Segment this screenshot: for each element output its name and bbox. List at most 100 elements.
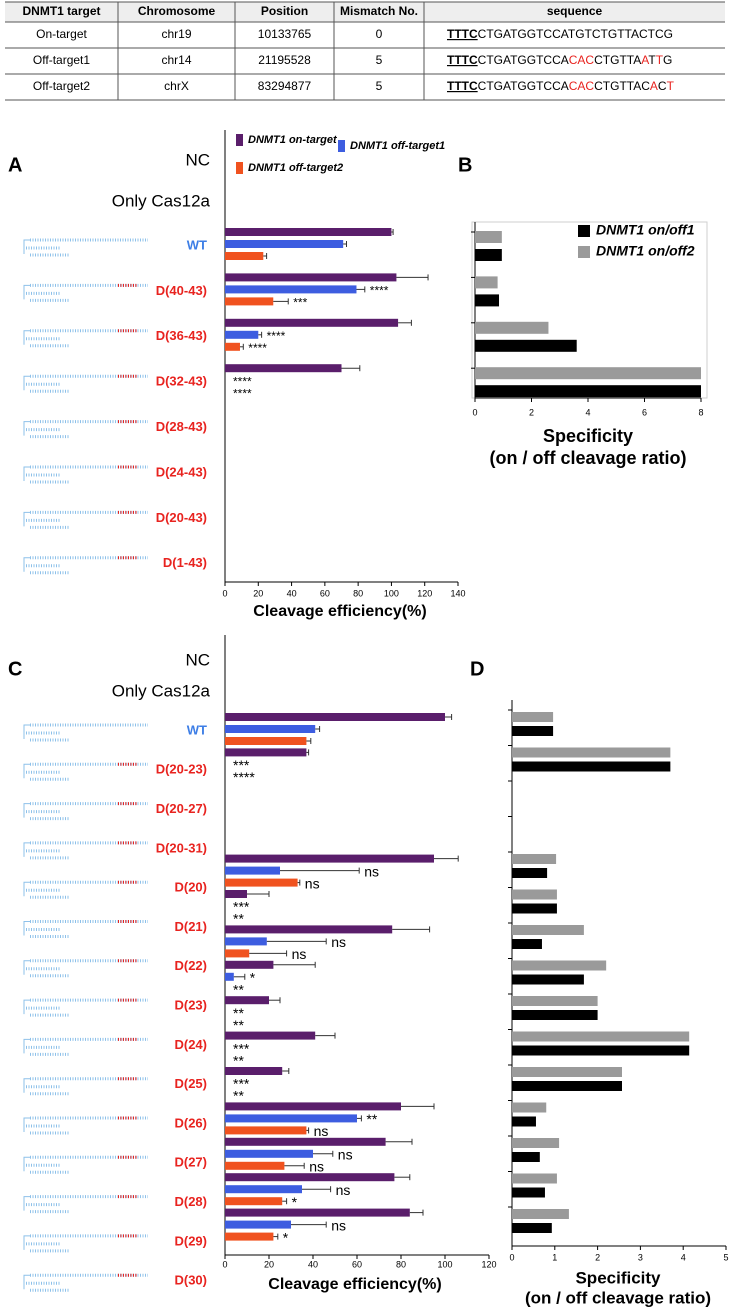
icon-stem: [23, 763, 30, 779]
category-label: Only Cas12a: [112, 191, 211, 210]
table-header-bg: [5, 2, 725, 22]
error-bar: [269, 997, 281, 1004]
error-bar: [341, 365, 361, 372]
legend-swatch: [578, 225, 590, 237]
category-label: D(21): [174, 919, 207, 934]
x-tick-label: 1: [552, 1252, 557, 1262]
category-label: Only Cas12a: [112, 681, 211, 700]
icon-stem: [23, 1117, 30, 1132]
bar: [475, 294, 500, 307]
structure-icon: [23, 959, 148, 978]
x-tick-label: 2: [595, 1252, 600, 1262]
x-tick-label: 4: [585, 407, 590, 417]
table-header: sequence: [547, 4, 603, 18]
icon-stem: [23, 1235, 30, 1250]
error-bar: [445, 714, 453, 720]
error-bar: [356, 286, 366, 293]
significance-label: ns: [314, 1123, 329, 1139]
sequence-segment: CTGATGGTCCA: [478, 79, 569, 93]
bar: [512, 1031, 690, 1042]
bar: [225, 1185, 302, 1194]
category-label: WT: [187, 722, 207, 737]
significance-label: **: [233, 1052, 244, 1068]
legend-swatch: [338, 140, 345, 152]
category-label: D(25): [174, 1076, 207, 1091]
x-tick-label: 60: [320, 588, 330, 598]
bar: [475, 321, 549, 334]
x-tick-label: 60: [352, 1259, 362, 1269]
bar: [225, 925, 393, 934]
x-axis-label: (on / off cleavage ratio): [525, 1288, 711, 1307]
table-cell: On-target: [36, 27, 87, 41]
bar: [512, 939, 542, 949]
structure-icon: [23, 1234, 148, 1253]
x-axis-label: Specificity: [575, 1268, 661, 1287]
panel-letter: A: [8, 154, 22, 176]
x-tick-label: 0: [472, 407, 477, 417]
x-tick-label: 5: [723, 1252, 728, 1262]
structure-icon: [23, 283, 148, 302]
significance-label: ****: [248, 341, 267, 355]
structure-icon: [23, 1195, 148, 1214]
sequence-cell: TTTCCTGATGGTCCACACCTGTTACACT: [447, 79, 675, 93]
significance-label: ***: [233, 1076, 250, 1092]
bar: [512, 1067, 622, 1077]
bar: [225, 878, 298, 887]
x-tick-label: 20: [253, 588, 263, 598]
icon-stem: [23, 881, 30, 897]
bar: [225, 949, 250, 958]
bar: [512, 1209, 569, 1219]
bar: [225, 285, 357, 294]
table-header: DNMT1 target: [22, 4, 100, 18]
bar: [225, 1126, 307, 1135]
category-label: D(23): [174, 998, 207, 1013]
significance-label: *: [283, 1229, 289, 1245]
bar: [225, 937, 267, 946]
bar: [225, 1067, 283, 1075]
bar: [225, 1173, 395, 1182]
significance-label: *: [250, 970, 256, 986]
bar: [225, 273, 397, 282]
error-bar: [282, 1198, 288, 1205]
category-label: D(30): [174, 1273, 207, 1288]
x-tick-label: 140: [450, 588, 465, 598]
icon-stem: [23, 330, 30, 345]
error-bar: [263, 253, 268, 259]
significance-label: ***: [293, 296, 307, 310]
significance-label: ***: [233, 1040, 250, 1056]
bar: [512, 712, 554, 722]
bar: [225, 737, 307, 745]
error-bar: [306, 749, 310, 756]
error-bar: [233, 973, 246, 980]
x-tick-label: 120: [481, 1259, 496, 1269]
icon-stem: [23, 466, 30, 481]
significance-label: *: [292, 1194, 298, 1210]
significance-label: ***: [233, 899, 250, 915]
bar: [475, 231, 502, 243]
x-tick-label: 2: [529, 407, 534, 417]
sequence-segment: CTGTTAC: [594, 79, 650, 93]
panel-letter: C: [8, 658, 22, 680]
x-tick-label: 3: [638, 1252, 643, 1262]
structure-icon: [23, 841, 148, 860]
error-bar: [434, 855, 459, 862]
icon-stem: [23, 1078, 30, 1093]
significance-label: ***: [233, 757, 250, 773]
table-cell: Off-target1: [33, 53, 90, 67]
table-header: Position: [261, 4, 308, 18]
bar: [512, 854, 557, 864]
error-bar: [266, 938, 327, 945]
bar: [225, 1137, 386, 1146]
structure-icon: [23, 420, 148, 439]
category-label: D(28-43): [156, 419, 207, 434]
structure-icon: [23, 1273, 148, 1292]
significance-label: ns: [309, 1159, 324, 1175]
x-tick-label: 0: [222, 588, 227, 598]
category-label: D(22): [174, 958, 207, 973]
icon-stem: [23, 999, 30, 1015]
legend-label: DNMT1 off-target1: [350, 140, 445, 152]
error-bar: [297, 879, 301, 886]
bar: [512, 1138, 560, 1148]
table-cell: chrX: [164, 79, 189, 93]
